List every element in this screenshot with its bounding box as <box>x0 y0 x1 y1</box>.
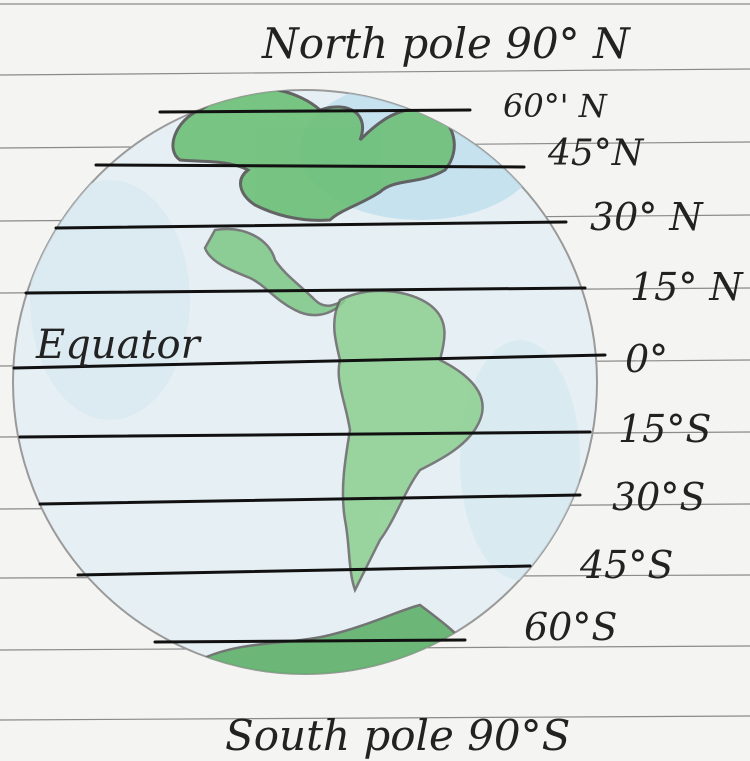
latitude-label: 45°S <box>579 543 673 587</box>
latitude-line <box>153 638 467 644</box>
latitude-label: 15° N <box>630 265 744 309</box>
latitude-line <box>54 220 568 230</box>
latitude-label: 30° N <box>590 195 704 239</box>
latitude-line <box>18 430 592 439</box>
latitude-line <box>158 108 472 114</box>
latitude-labels: 60°' N 45°N 30° N 15° N 0° 15°S 30°S 45°S 60°S <box>503 87 744 649</box>
latitude-label: 45°N <box>547 133 645 174</box>
south-pole-title: South pole 90°S <box>225 711 570 760</box>
latitude-line <box>24 286 587 295</box>
latitude-lines <box>12 108 607 644</box>
latitude-line <box>12 353 607 370</box>
latitude-line <box>76 564 532 577</box>
latitude-line <box>38 493 582 506</box>
latitude-line <box>94 163 526 169</box>
latitude-label: 30°S <box>612 475 705 519</box>
latitude-label: 15°S <box>618 407 711 451</box>
globe <box>12 89 598 675</box>
equator-label: Equator <box>35 322 203 368</box>
south-america-landmass <box>333 289 484 594</box>
latitude-label: 60°' N <box>503 87 608 125</box>
latitude-label: 0° <box>625 337 668 381</box>
north-pole-title: North pole 90° N <box>261 19 631 68</box>
latitude-label: 60°S <box>524 605 617 649</box>
